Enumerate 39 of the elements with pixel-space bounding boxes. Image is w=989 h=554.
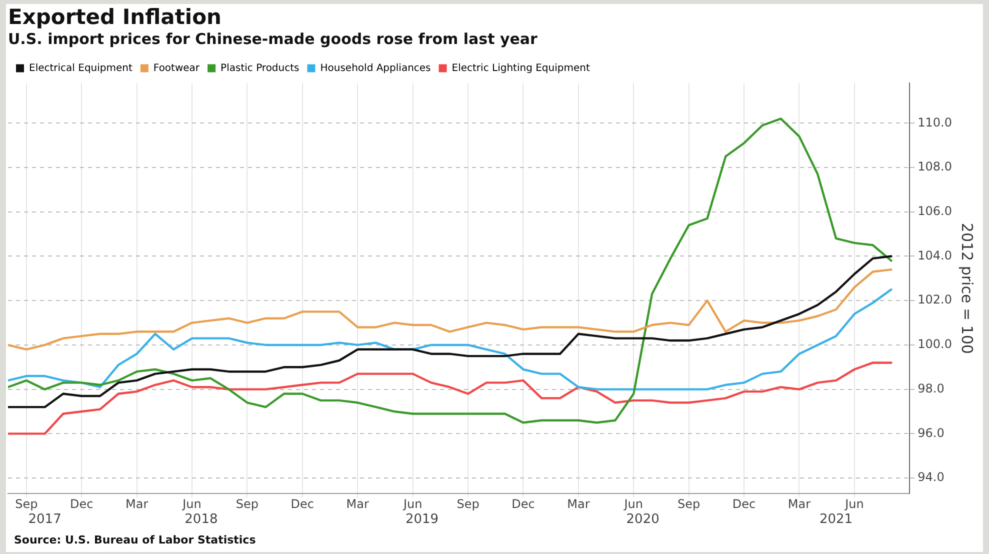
x-tick-label: Dec	[70, 496, 94, 511]
chart-subtitle: U.S. import prices for Chinese-made goods rose from last year	[8, 30, 538, 48]
y-tick-label: 100.0	[918, 337, 952, 352]
y-tick-label: 102.0	[918, 292, 952, 307]
y-tick-label: 106.0	[918, 204, 952, 218]
legend-label: Household Appliances	[320, 62, 431, 74]
x-tick-label: Jun	[182, 496, 202, 511]
y-tick-label: 94.0	[918, 470, 944, 484]
x-tick-label: Jun	[623, 496, 644, 511]
chart-title: Exported Inflation	[8, 5, 222, 30]
text: 2021	[819, 512, 853, 527]
x-tick-label: Sep	[456, 496, 480, 511]
legend-label: Electrical Equipment	[29, 62, 132, 74]
y-tick-label: 96.0	[918, 426, 944, 440]
legend-label: Electric Lighting Equipment	[452, 62, 590, 74]
x-tick-label: Sep	[678, 496, 700, 511]
x-tick-label: Dec	[512, 496, 535, 511]
y-axis-title: 2012 price = 100	[958, 222, 976, 354]
x-tick-label: Mar	[346, 496, 370, 511]
x-tick-label: Mar	[788, 496, 811, 511]
x-tick-label: Jun	[402, 496, 422, 511]
y-tick-label: 108.0	[918, 160, 952, 174]
legend-label: Plastic Products	[220, 62, 300, 74]
x-tick-label: Mar	[567, 496, 590, 511]
x-tick-label: Dec	[732, 496, 756, 511]
x-tick-label: Sep	[15, 496, 38, 511]
legend-label: Footwear	[153, 62, 200, 74]
y-tick-label: 110.0	[918, 115, 952, 130]
x-tick-label: Mar	[125, 496, 148, 511]
x-tick-label: Jun	[844, 496, 864, 511]
text: 2020	[626, 512, 660, 527]
text: 2019	[405, 512, 439, 527]
source-note: Source: U.S. Bureau of Labor Statistics	[14, 533, 256, 546]
y-tick-label: 98.0	[918, 381, 944, 396]
x-tick-label: Sep	[236, 496, 259, 511]
y-tick-label: 104.0	[918, 248, 952, 262]
text: 2018	[184, 512, 218, 527]
text: 2017	[28, 512, 62, 527]
x-tick-label: Dec	[290, 496, 314, 511]
